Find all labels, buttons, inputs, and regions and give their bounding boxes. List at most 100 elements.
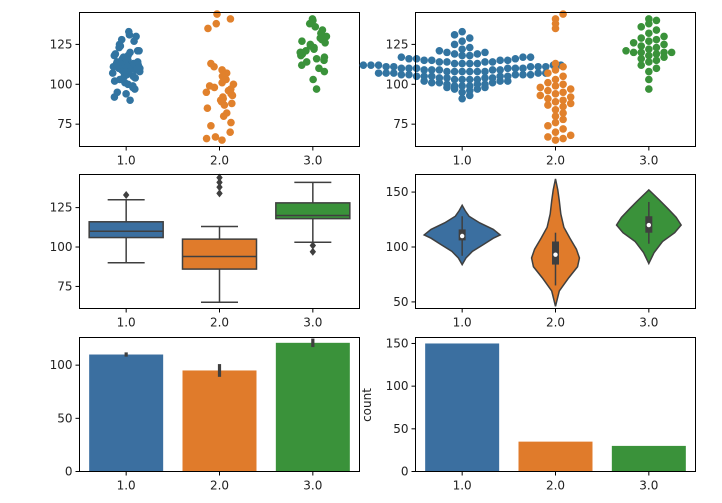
violin-plot-panel: 1.0 2.0 3.0 50 100 150 <box>386 178 683 330</box>
swarm-point <box>645 37 653 46</box>
x-tick-label: 3.0 <box>639 479 658 493</box>
y-tick-label: 75 <box>393 117 408 131</box>
swarm-point <box>412 64 421 73</box>
swarm-point <box>519 64 527 73</box>
box-outlier <box>216 178 223 187</box>
swarm-point <box>551 66 560 74</box>
swarm-point <box>458 37 466 46</box>
x-tick-label: 3.0 <box>639 316 658 330</box>
strip-plot-panel: 1.0 2.0 3.0 75 100 125 <box>50 10 331 168</box>
swarm-point <box>519 70 527 79</box>
x-tick-label: 2.0 <box>546 154 565 168</box>
strip-point <box>311 23 320 31</box>
y-tick-label: 125 <box>50 37 73 51</box>
strip-point <box>116 42 125 50</box>
swarm-point <box>427 66 436 74</box>
strip-point <box>204 24 212 33</box>
strip-point <box>213 10 221 18</box>
swarm-point <box>405 54 413 63</box>
swarm-point <box>465 59 474 68</box>
count-plot-ylabel: count <box>360 388 374 422</box>
x-tick-label: 1.0 <box>117 479 136 493</box>
bar <box>425 343 500 472</box>
swarm-point <box>450 67 459 76</box>
bar <box>182 370 257 472</box>
box-iqr <box>181 238 258 270</box>
swarm-point <box>511 70 520 79</box>
swarm-point <box>427 56 436 65</box>
y-tick-label: 150 <box>386 185 409 199</box>
swarm-point <box>488 66 497 74</box>
swarm-point <box>458 27 466 36</box>
swarm-point <box>405 70 413 79</box>
swarm-point <box>465 34 474 42</box>
swarm-point <box>559 125 567 133</box>
y-tick-label: 100 <box>50 240 73 254</box>
strip-point <box>315 64 323 73</box>
count-plot-frame <box>415 337 696 472</box>
y-tick-label: 125 <box>50 201 73 215</box>
swarm-point <box>450 75 459 84</box>
swarm-point <box>481 74 489 82</box>
swarm-point <box>652 50 661 58</box>
swarm-point <box>458 51 466 60</box>
y-tick-label: 100 <box>50 358 73 372</box>
swarm-point <box>465 75 474 84</box>
x-tick-label: 1.0 <box>117 316 136 330</box>
swarm-point <box>427 72 436 81</box>
y-tick-label: 0 <box>401 465 409 479</box>
y-tick-label: 100 <box>386 77 409 91</box>
swarm-point <box>541 62 550 71</box>
swarm-point <box>645 29 653 38</box>
swarm-point <box>458 67 466 76</box>
strip-point <box>132 32 140 41</box>
swarm-point <box>559 115 567 124</box>
swarm-point <box>443 48 451 57</box>
swarm-point <box>519 53 527 61</box>
box-plot-frame <box>79 174 360 309</box>
strip-point <box>226 15 235 23</box>
swarm-point <box>559 88 567 97</box>
swarm-point <box>443 74 451 82</box>
count-plot-panel: 1.0 2.0 3.0 0 50 100 150 <box>386 336 686 493</box>
swarm-point <box>645 15 653 23</box>
strip-point <box>308 15 317 23</box>
swarm-point <box>435 46 444 55</box>
swarm-point <box>374 69 383 77</box>
x-tick-label: 2.0 <box>546 316 565 330</box>
strip-point <box>202 134 211 143</box>
swarm-point <box>544 69 552 77</box>
swarm-point <box>382 62 390 71</box>
strip-point <box>318 26 327 34</box>
swarm-point <box>450 40 459 49</box>
swarm-point <box>551 90 560 98</box>
strip-point <box>207 59 215 68</box>
swarm-point <box>645 75 653 84</box>
swarm-point <box>559 102 567 111</box>
x-tick-label: 3.0 <box>303 479 322 493</box>
swarm-point <box>652 43 661 52</box>
swarm-point <box>473 67 482 76</box>
swarm-point <box>551 98 560 106</box>
swarm-point <box>536 83 545 92</box>
y-tick-label: 125 <box>386 37 409 51</box>
swarm-point <box>473 59 482 68</box>
strip-point <box>129 82 137 90</box>
swarm-point <box>412 54 421 63</box>
box-iqr <box>88 221 164 239</box>
y-tick-label: 100 <box>50 77 73 91</box>
strip-point <box>296 48 305 57</box>
strip-point <box>202 88 211 97</box>
x-tick-label: 1.0 <box>453 154 472 168</box>
swarm-point <box>367 61 375 69</box>
strip-point <box>122 54 130 63</box>
swarm-point <box>481 67 489 76</box>
swarm-point <box>389 69 398 77</box>
swarm-point <box>551 82 560 90</box>
box-outlier <box>216 173 223 182</box>
strip-point <box>122 90 130 98</box>
swarm-point <box>566 99 575 108</box>
swarm-point <box>465 43 474 52</box>
swarm-point <box>645 51 653 60</box>
swarm-point <box>652 16 661 25</box>
